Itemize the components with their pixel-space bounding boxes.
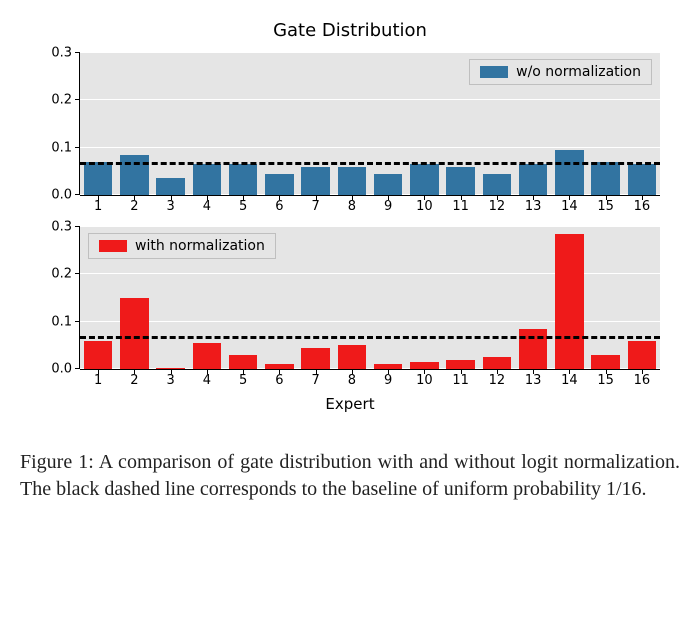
bar — [265, 174, 293, 195]
spine-bottom — [80, 369, 660, 370]
x-tick-label: 2 — [130, 199, 138, 214]
chart-title: Gate Distribution — [20, 20, 680, 41]
x-tick-label: 13 — [525, 373, 542, 388]
x-tick-label: 9 — [384, 199, 392, 214]
bar — [193, 343, 221, 369]
bar — [120, 155, 148, 195]
x-tick-label: 1 — [94, 199, 102, 214]
x-axis-label: Expert — [20, 395, 680, 413]
bar — [301, 348, 329, 369]
bar — [156, 178, 184, 195]
y-tick-label: 0.0 — [51, 362, 72, 377]
x-tick-label: 14 — [561, 373, 578, 388]
bar — [519, 329, 547, 369]
bar — [519, 164, 547, 195]
y-tick-label: 0.3 — [51, 46, 72, 61]
x-tick-label: 4 — [203, 199, 211, 214]
bar — [628, 164, 656, 195]
bar — [591, 355, 619, 369]
x-tick-label: 12 — [489, 373, 506, 388]
baseline-dashed — [80, 162, 660, 165]
bar — [446, 360, 474, 369]
bar — [229, 164, 257, 195]
x-tick-label: 5 — [239, 199, 247, 214]
x-tick-label: 6 — [275, 199, 283, 214]
x-tick-label: 10 — [416, 373, 433, 388]
legend-swatch — [480, 66, 508, 78]
bar — [84, 162, 112, 195]
plot-area-bottom: 0.00.10.20.312345678910111213141516with … — [80, 227, 660, 369]
figure-caption: Figure 1: A comparison of gate distribut… — [20, 449, 680, 503]
spine-left — [79, 53, 80, 195]
bar — [374, 174, 402, 195]
x-tick-label: 2 — [130, 373, 138, 388]
y-tick-label: 0.1 — [51, 140, 72, 155]
legend-swatch — [99, 240, 127, 252]
bar — [483, 357, 511, 369]
x-tick-label: 3 — [166, 373, 174, 388]
bar — [483, 174, 511, 195]
subplot-bottom: 0.00.10.20.312345678910111213141516with … — [20, 221, 680, 391]
bar — [229, 355, 257, 369]
plot-area-top: 0.00.10.20.312345678910111213141516w/o n… — [80, 53, 660, 195]
x-tick-label: 5 — [239, 373, 247, 388]
x-tick-label: 16 — [634, 373, 651, 388]
x-tick-label: 15 — [597, 199, 614, 214]
x-tick-label: 13 — [525, 199, 542, 214]
bar — [410, 164, 438, 195]
legend-label: with normalization — [135, 238, 265, 254]
subplot-top: 0.00.10.20.312345678910111213141516w/o n… — [20, 47, 680, 217]
bar — [84, 341, 112, 369]
x-tick-label: 8 — [348, 199, 356, 214]
spine-left — [79, 227, 80, 369]
spine-bottom — [80, 195, 660, 196]
x-tick-label: 12 — [489, 199, 506, 214]
x-tick-label: 1 — [94, 373, 102, 388]
baseline-dashed — [80, 336, 660, 339]
legend: with normalization — [88, 233, 276, 259]
y-tick-label: 0.2 — [51, 93, 72, 108]
x-tick-label: 11 — [452, 199, 469, 214]
x-tick-label: 16 — [634, 199, 651, 214]
figure: Gate Distribution 0.00.10.20.31234567891… — [20, 20, 680, 503]
x-tick-label: 14 — [561, 199, 578, 214]
bar — [591, 162, 619, 195]
x-tick-label: 11 — [452, 373, 469, 388]
x-tick-label: 4 — [203, 373, 211, 388]
bar — [301, 167, 329, 195]
bar — [120, 298, 148, 369]
bar — [193, 164, 221, 195]
bar — [446, 167, 474, 195]
y-tick-label: 0.1 — [51, 314, 72, 329]
x-tick-label: 3 — [166, 199, 174, 214]
y-tick-label: 0.0 — [51, 188, 72, 203]
x-tick-label: 8 — [348, 373, 356, 388]
x-tick-label: 15 — [597, 373, 614, 388]
bar — [338, 345, 366, 369]
x-tick-label: 7 — [311, 199, 319, 214]
x-tick-label: 6 — [275, 373, 283, 388]
legend-label: w/o normalization — [516, 64, 641, 80]
y-tick-label: 0.3 — [51, 220, 72, 235]
bar — [628, 341, 656, 369]
bar — [338, 167, 366, 195]
bar — [410, 362, 438, 369]
y-tick-label: 0.2 — [51, 267, 72, 282]
bar — [555, 234, 583, 369]
x-tick-label: 9 — [384, 373, 392, 388]
x-tick-label: 7 — [311, 373, 319, 388]
bar — [555, 150, 583, 195]
x-tick-label: 10 — [416, 199, 433, 214]
legend: w/o normalization — [469, 59, 652, 85]
